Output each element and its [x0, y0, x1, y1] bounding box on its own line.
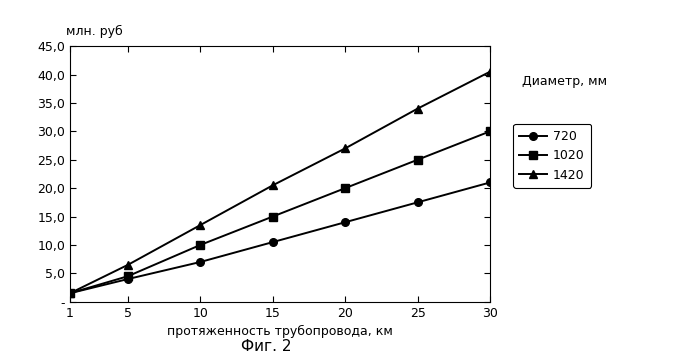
1420: [486, 70, 494, 74]
1020: [486, 129, 494, 133]
Legend: 720, 1020, 1420: 720, 1020, 1420: [513, 124, 591, 188]
720: [486, 180, 494, 185]
1420: [414, 106, 422, 111]
Text: Фиг. 2: Фиг. 2: [241, 339, 291, 354]
720: [341, 220, 349, 224]
720: [124, 277, 132, 281]
720: [66, 291, 74, 295]
Line: 1420: 1420: [66, 68, 494, 297]
1420: [124, 263, 132, 267]
1020: [341, 186, 349, 190]
1420: [196, 223, 204, 227]
1020: [269, 214, 277, 219]
Text: млн. руб: млн. руб: [66, 26, 122, 38]
1020: [66, 291, 74, 295]
720: [196, 260, 204, 264]
1420: [66, 291, 74, 295]
Line: 720: 720: [66, 179, 494, 297]
1020: [196, 243, 204, 247]
1020: [414, 158, 422, 162]
1420: [341, 146, 349, 151]
720: [269, 240, 277, 244]
720: [414, 200, 422, 204]
1420: [269, 183, 277, 187]
Line: 1020: 1020: [66, 127, 494, 297]
X-axis label: протяженность трубопровода, км: протяженность трубопровода, км: [167, 325, 393, 338]
1020: [124, 274, 132, 278]
Text: Диаметр, мм: Диаметр, мм: [522, 75, 607, 88]
